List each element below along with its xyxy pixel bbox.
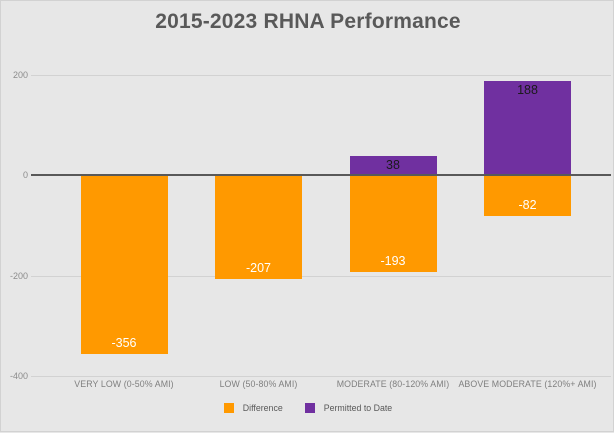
data-label: -82 bbox=[518, 198, 537, 213]
data-label: 188 bbox=[517, 82, 538, 97]
gridline bbox=[31, 74, 611, 76]
data-label: -356 bbox=[111, 335, 137, 350]
legend-swatch-icon bbox=[223, 403, 234, 413]
gridline bbox=[31, 275, 611, 277]
data-label: -207 bbox=[245, 261, 272, 276]
legend-item-difference: Difference bbox=[223, 403, 283, 413]
x-axis-category-label: VERY LOW (0-50% AMI) bbox=[74, 379, 174, 389]
bar-difference: -193 bbox=[349, 175, 437, 272]
chart-legend: Difference Permitted to Date bbox=[1, 403, 614, 413]
legend-item-permitted-to-date: Permitted to Date bbox=[304, 403, 393, 413]
bar-difference: -207 bbox=[215, 175, 302, 280]
x-axis-category-label: MODERATE (80-120% AMI) bbox=[336, 379, 450, 389]
bar-permitted-to-date: 188 bbox=[484, 80, 571, 175]
chart-title: 2015-2023 RHNA Performance bbox=[155, 10, 461, 33]
data-label: -193 bbox=[380, 253, 406, 268]
legend-label: Permitted to Date bbox=[323, 403, 393, 413]
y-axis-tick-label: 0 bbox=[22, 170, 28, 180]
y-axis-tick-label: 200 bbox=[12, 69, 28, 80]
y-axis-tick-label: -200 bbox=[9, 270, 28, 281]
bar-difference: -356 bbox=[80, 175, 168, 354]
bar-permitted-to-date: 38 bbox=[349, 155, 437, 175]
x-axis-category-label: ABOVE MODERATE (120%+ AMI) bbox=[458, 379, 597, 389]
gridline bbox=[31, 376, 611, 377]
x-axis-zero-line bbox=[31, 174, 611, 176]
bar-difference: -82 bbox=[484, 175, 571, 217]
legend-label: Difference bbox=[242, 403, 283, 413]
x-axis-category-label: LOW (50-80% AMI) bbox=[219, 379, 298, 389]
legend-swatch-icon bbox=[304, 403, 315, 413]
y-axis-tick-label: -400 bbox=[9, 371, 28, 381]
data-label: 38 bbox=[386, 157, 400, 172]
